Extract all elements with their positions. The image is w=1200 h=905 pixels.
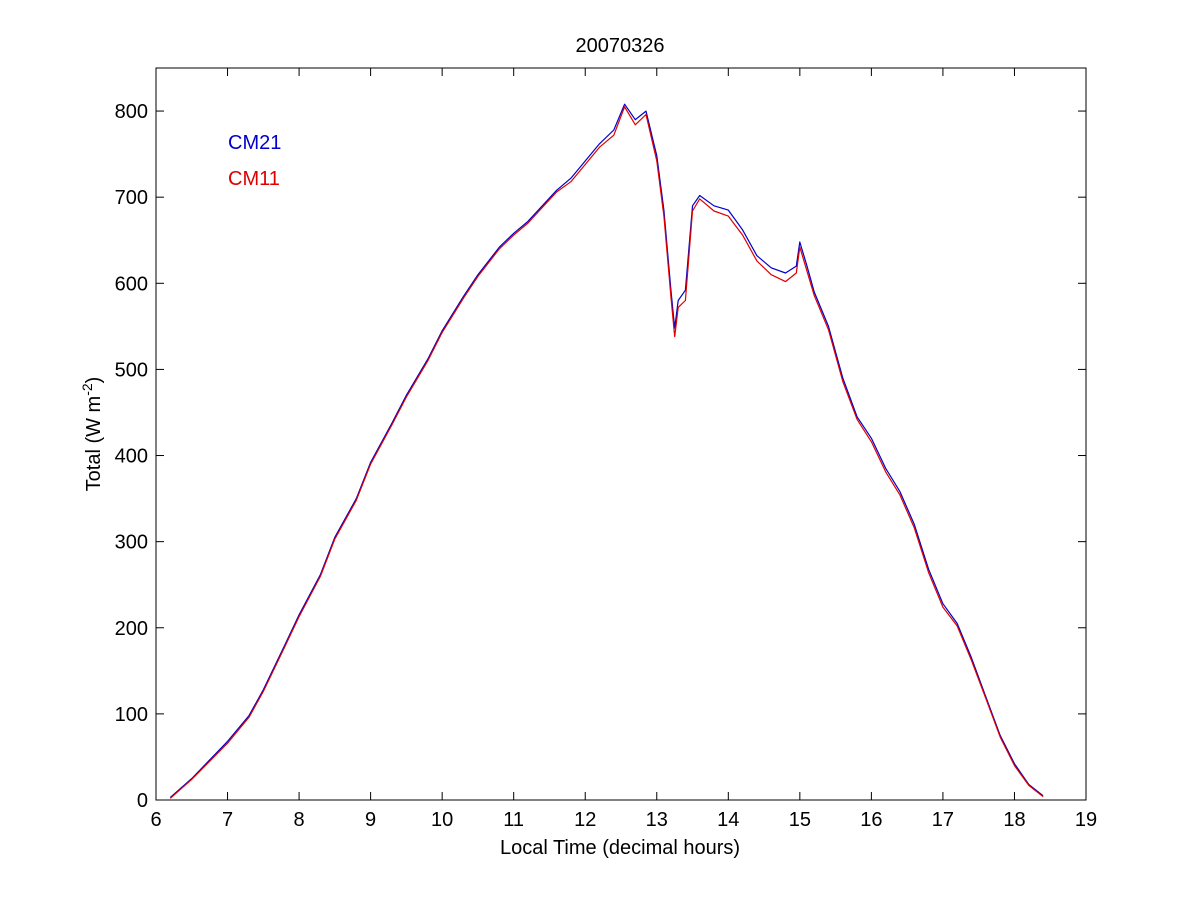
x-axis-label: Local Time (decimal hours) (500, 837, 740, 859)
y-axis-ticks: 0 100 200 300 400 500 600 700 800 (115, 101, 1086, 812)
x-tick-label: 14 (717, 809, 739, 831)
legend-entry-cm21: CM21 (228, 132, 281, 154)
y-tick-label: 200 (115, 618, 148, 640)
y-tick-label: 400 (115, 446, 148, 468)
x-tick-label: 6 (150, 809, 161, 831)
y-axis-label-main: Total (W m (83, 396, 105, 492)
x-tick-label: 11 (503, 809, 524, 831)
x-axis-ticks: 6 7 8 9 10 11 12 13 14 15 16 17 18 19 (150, 68, 1097, 831)
x-tick-label: 8 (294, 809, 305, 831)
y-axis-label-close: ) (83, 377, 105, 384)
x-tick-label: 10 (431, 809, 453, 831)
y-tick-label: 0 (137, 790, 148, 812)
x-tick-label: 13 (646, 809, 668, 831)
x-tick-label: 15 (789, 809, 811, 831)
chart-title: 20070326 (576, 35, 665, 57)
x-tick-label: 7 (222, 809, 233, 831)
y-tick-label: 100 (115, 704, 148, 726)
x-tick-label: 17 (932, 809, 954, 831)
x-tick-label: 16 (860, 809, 882, 831)
series-line-cm21 (169, 103, 1044, 798)
series-line-cm11 (169, 106, 1044, 799)
legend-entry-cm11: CM11 (228, 168, 280, 190)
y-tick-label: 500 (115, 359, 148, 381)
y-tick-label: 600 (115, 273, 148, 295)
x-tick-label: 18 (1003, 809, 1025, 831)
y-tick-label: 300 (115, 532, 148, 554)
y-axis-label-superscript: -2 (79, 383, 95, 396)
plot-area-border (155, 67, 1087, 801)
y-tick-label: 800 (115, 101, 148, 123)
x-tick-label: 9 (365, 809, 376, 831)
series-lines (169, 103, 1044, 799)
x-tick-label: 19 (1075, 809, 1097, 831)
y-axis-label: Total (W m-2) (79, 377, 105, 492)
y-tick-label: 700 (115, 187, 148, 209)
x-tick-label: 12 (574, 809, 596, 831)
